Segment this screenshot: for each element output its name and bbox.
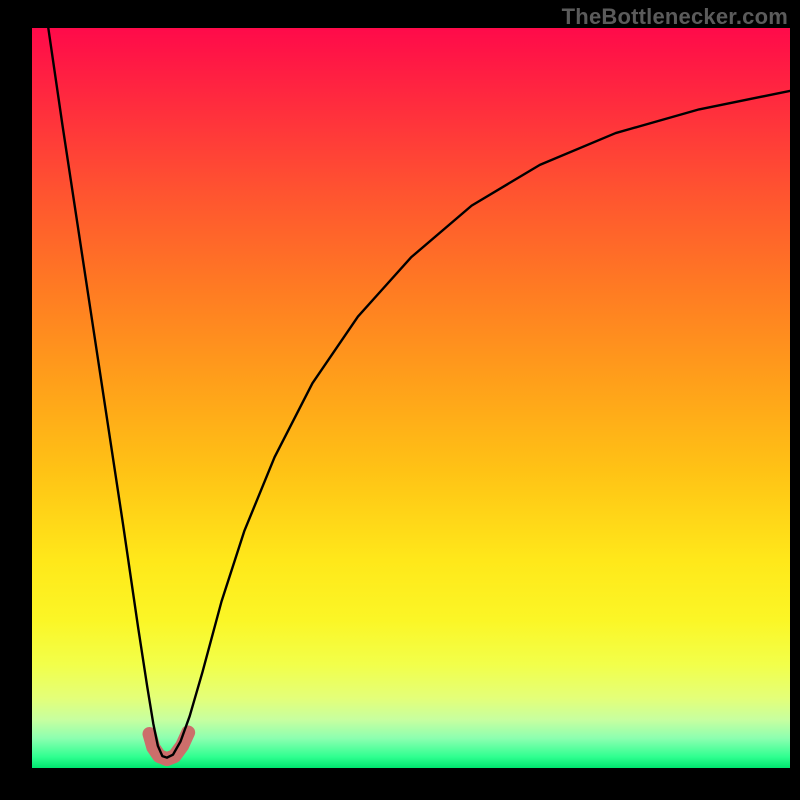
chart-stage: TheBottlenecker.com [0, 0, 800, 800]
bottleneck-chart [0, 0, 800, 800]
gradient-background [32, 28, 790, 768]
watermark-text: TheBottlenecker.com [562, 4, 788, 30]
